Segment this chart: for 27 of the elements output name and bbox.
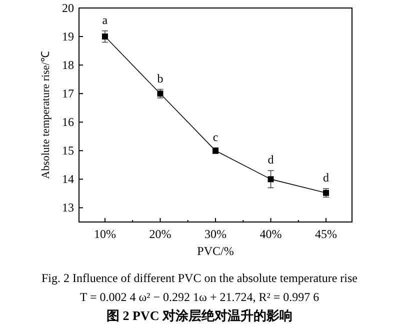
y-tick-label: 13	[62, 200, 74, 215]
y-tick-label: 15	[62, 144, 74, 158]
annotation: c	[212, 130, 218, 144]
y-tick-label: 14	[62, 172, 74, 186]
annotation: b	[157, 71, 164, 86]
annotation: d	[268, 152, 274, 167]
point	[323, 190, 330, 196]
y-tick-label: 18	[62, 58, 74, 72]
annotation: d	[323, 170, 330, 185]
annotation: a	[102, 12, 108, 27]
y-tick-label: 19	[62, 30, 74, 44]
y-tick-label: 20	[62, 1, 74, 15]
point	[157, 90, 164, 97]
point	[268, 176, 274, 182]
x-tick-label: 45%	[315, 227, 338, 241]
x-axis-title: PVC/%	[197, 244, 234, 258]
text: T = 0.002 4 ω² − 0.292 1ω + 21.724, R² = 0.997 6	[80, 290, 320, 304]
x-tick-label: 30%	[204, 227, 226, 241]
x-tick-label: 40%	[260, 227, 282, 241]
y-tick-label: 16	[62, 115, 74, 130]
x-tick-label: 20%	[149, 227, 172, 241]
caption: Fig. 2 Influence of different PVC on the absolute temperature rise	[41, 271, 358, 285]
y-axis-title: Absolute temperature rise/℃	[40, 51, 52, 179]
y-tick-label: 17	[62, 86, 74, 101]
x-tick-label: 10%	[94, 227, 116, 241]
caption: 图 2 PVC 对涂层绝对温升的影响	[106, 308, 292, 323]
point	[102, 34, 108, 40]
